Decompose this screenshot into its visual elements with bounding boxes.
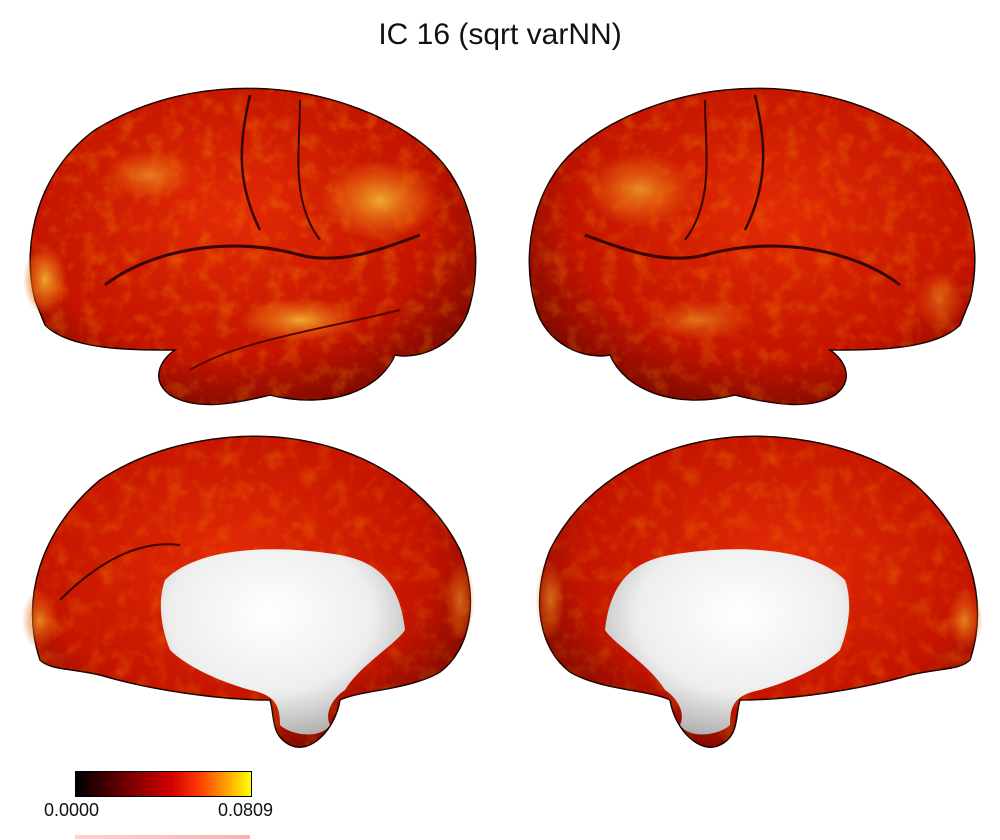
colorbar-min-label: 0.0000 <box>44 800 100 820</box>
right-medial-view <box>535 435 983 748</box>
left-medial-view <box>22 435 475 748</box>
left-lateral-view <box>23 87 477 406</box>
medial-wall <box>160 549 405 735</box>
colorbar-max-label: 0.0809 <box>218 800 274 820</box>
right-lateral-view <box>528 87 976 406</box>
colorbar <box>75 771 252 797</box>
colorbar-strip <box>75 835 250 839</box>
medial-wall <box>605 549 850 735</box>
figure-title: IC 16 (sqrt varNN) <box>378 18 622 51</box>
